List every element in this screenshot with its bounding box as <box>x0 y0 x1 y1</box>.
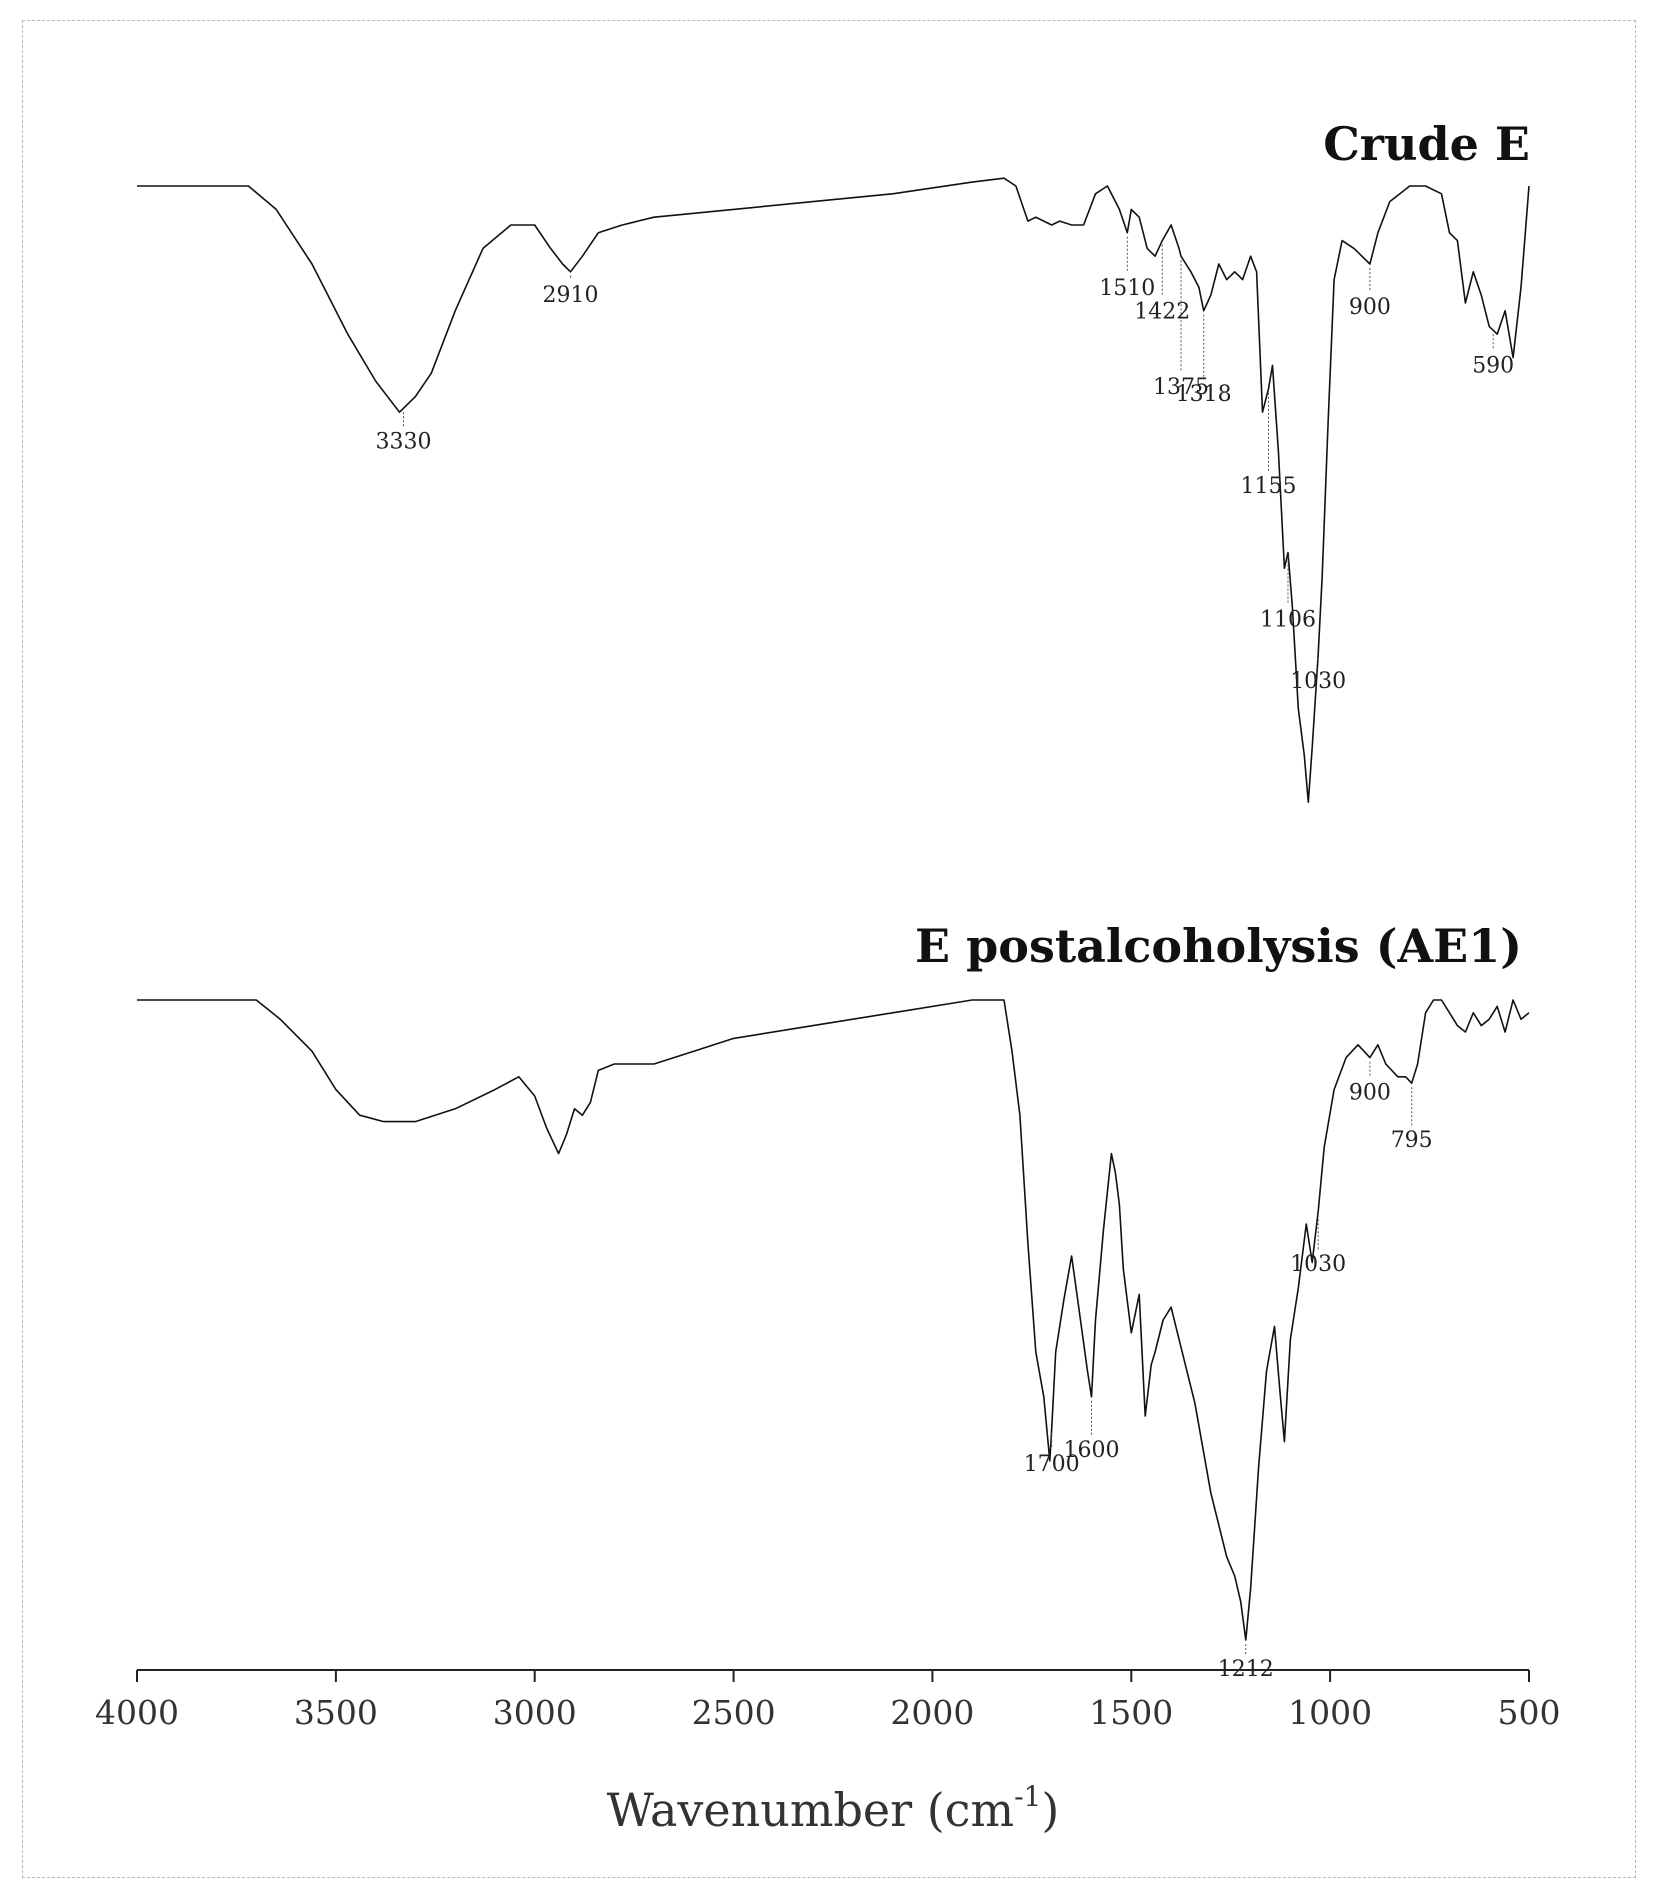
peak-label-900: 900 <box>1349 1081 1391 1106</box>
peak-label-3330: 3330 <box>376 429 432 454</box>
peak-label-1422: 1422 <box>1134 300 1190 325</box>
x-axis-title: Wavenumber (cm-1) <box>607 1780 1060 1837</box>
x-axis: 4000 3500 3000 2500 2000 1500 1000 500 <box>95 1669 1561 1732</box>
spectra-traces <box>137 177 1530 1641</box>
x-tick-label-2500: 2500 <box>692 1693 776 1732</box>
peak-label-1155: 1155 <box>1241 474 1297 499</box>
peak-label-2910: 2910 <box>543 283 599 308</box>
peak-label-590: 590 <box>1472 353 1514 378</box>
spectrum-line-crude-e <box>137 177 1530 803</box>
peak-label-900: 900 <box>1349 295 1391 320</box>
x-axis-title-superscript: -1 <box>1014 1780 1041 1813</box>
x-tick-label-2000: 2000 <box>890 1693 974 1732</box>
x-axis-title-close: ) <box>1041 1783 1059 1837</box>
peak-label-795: 795 <box>1391 1128 1433 1153</box>
peak-label-1106: 1106 <box>1260 608 1316 633</box>
peak-label-1030: 1030 <box>1290 669 1346 694</box>
x-tick-label-3000: 3000 <box>493 1693 577 1732</box>
peak-label-1375: 1375 <box>1153 375 1209 400</box>
series-title-ae1: E postalcoholysis (AE1) <box>915 919 1522 973</box>
peak-label-1318: 1318 <box>1176 382 1232 407</box>
x-axis-title-text: Wavenumber (cm <box>607 1783 1014 1837</box>
series-title-crude-e: Crude E <box>1323 117 1530 171</box>
x-tick-label-1500: 1500 <box>1089 1693 1173 1732</box>
peak-label-1510: 1510 <box>1099 276 1155 301</box>
peak-label-1600: 1600 <box>1064 1438 1120 1463</box>
peak-leader-lines <box>403 236 1494 1654</box>
x-tick-label-1000: 1000 <box>1288 1693 1372 1732</box>
x-tick-label-500: 500 <box>1498 1693 1561 1732</box>
x-tick-label-4000: 4000 <box>95 1693 179 1732</box>
x-axis-ticks: 4000 3500 3000 2500 2000 1500 1000 500 <box>95 1670 1561 1732</box>
spectrum-line-ae1 <box>137 999 1530 1641</box>
peak-label-1700: 1700 <box>1024 1452 1080 1477</box>
peak-label-1030: 1030 <box>1290 1252 1346 1277</box>
x-tick-label-3500: 3500 <box>294 1693 378 1732</box>
figure-frame <box>22 20 1636 1878</box>
